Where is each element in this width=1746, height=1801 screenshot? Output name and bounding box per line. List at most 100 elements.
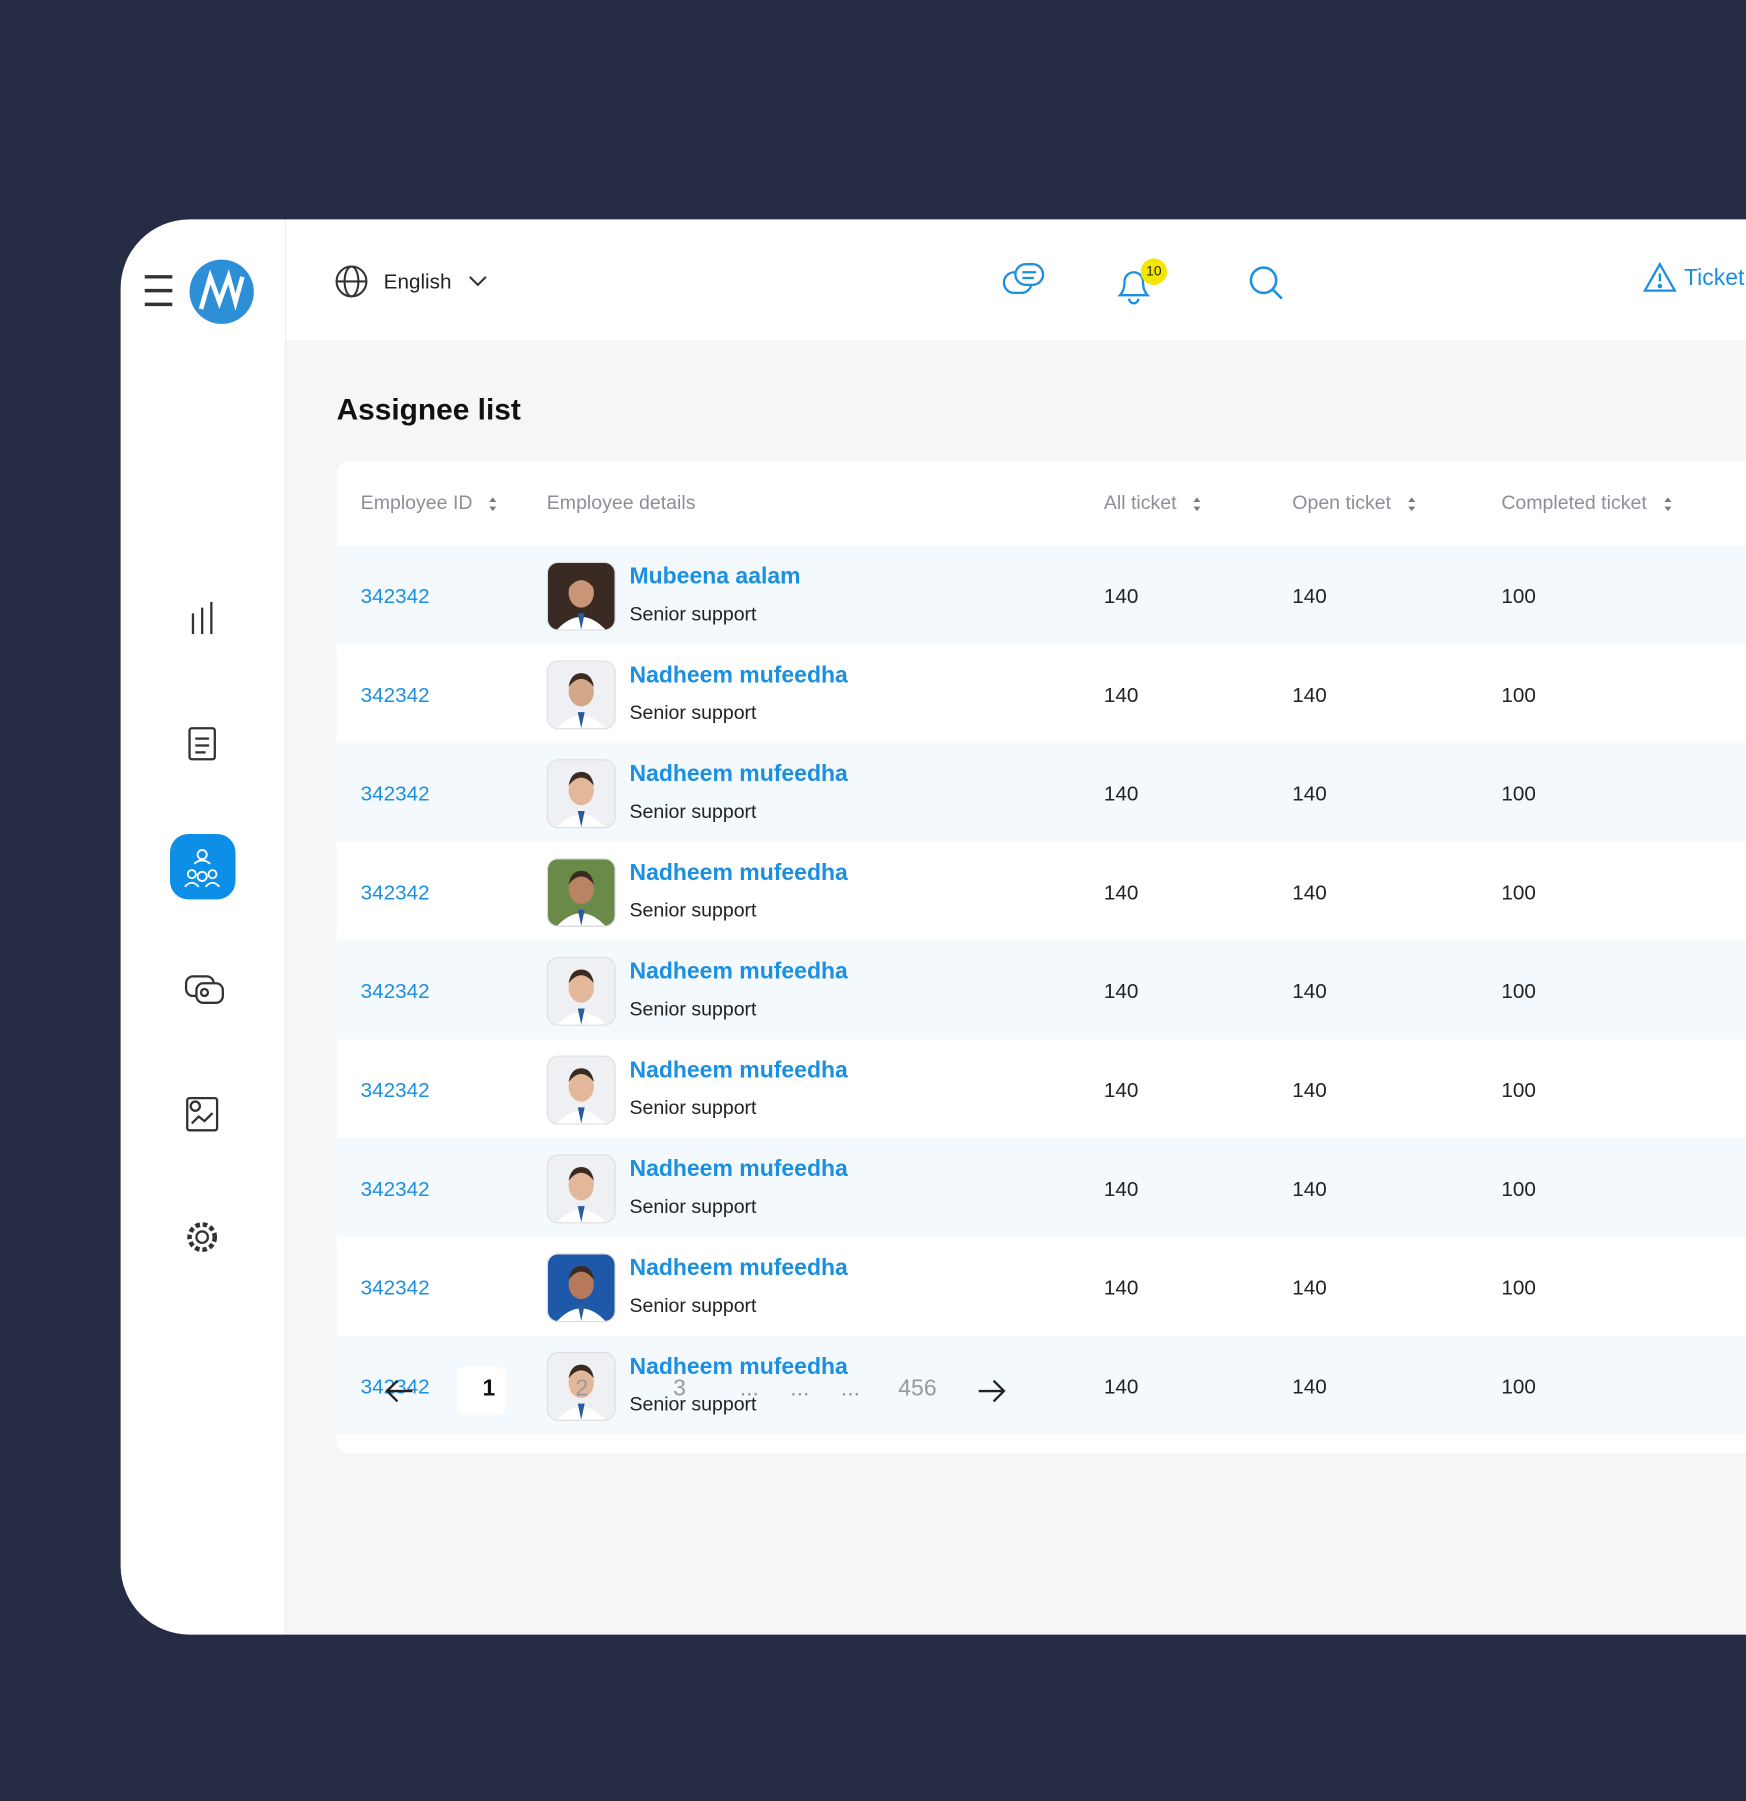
employee-name[interactable]: Nadheem mufeedha: [629, 1354, 848, 1380]
page-number[interactable]: 456: [898, 1376, 937, 1402]
employee-id[interactable]: 342342: [360, 881, 430, 905]
menu-button[interactable]: [144, 275, 173, 307]
nav-tickets[interactable]: [188, 727, 216, 761]
search-icon[interactable]: [1246, 263, 1287, 304]
avatar: [546, 1055, 616, 1125]
sort-icon[interactable]: [1663, 496, 1672, 512]
completed-tickets: 100: [1501, 782, 1536, 806]
employee-role: Senior support: [629, 800, 757, 823]
employee-id[interactable]: 342342: [360, 1078, 430, 1102]
nav-settings[interactable]: [187, 1222, 218, 1253]
employee-role: Senior support: [629, 1096, 757, 1119]
open-tickets: 140: [1292, 584, 1327, 608]
table-row[interactable]: 342342 Nadheem mufeedha Senior support 140 1…: [336, 743, 1746, 842]
employee-name[interactable]: Nadheem mufeedha: [629, 959, 848, 985]
table-row[interactable]: 342342 Nadheem mufeedha Senior support 140 1…: [336, 1039, 1746, 1139]
sort-icon[interactable]: [1192, 496, 1201, 512]
open-tickets: 140: [1292, 979, 1327, 1003]
avatar: [546, 759, 616, 829]
pagination: 1 2 3......... 456: [286, 340, 1746, 1489]
all-tickets: 140: [1103, 1276, 1139, 1300]
employee-id[interactable]: 342342: [360, 584, 430, 608]
employee-id[interactable]: 342342: [360, 1177, 430, 1201]
top-bar: English 10 Ticket: [286, 219, 1746, 340]
employee-id[interactable]: 342342: [360, 683, 430, 707]
employee-id[interactable]: 342342: [360, 1276, 430, 1300]
employee-id[interactable]: 342342: [360, 979, 430, 1003]
column-header[interactable]: Completed ticket: [1501, 491, 1647, 514]
page-number[interactable]: 3: [673, 1376, 686, 1402]
open-tickets: 140: [1292, 1374, 1327, 1398]
all-tickets: 140: [1103, 584, 1139, 608]
employee-role: Senior support: [629, 1195, 757, 1218]
all-tickets: 140: [1103, 881, 1139, 905]
globe-icon: [335, 265, 368, 298]
logo: [189, 259, 254, 324]
employee-name[interactable]: Nadheem mufeedha: [629, 662, 848, 689]
notification-icon[interactable]: [1111, 261, 1157, 307]
column-header[interactable]: All ticket: [1103, 491, 1177, 514]
employee-name[interactable]: Mubeena aalam: [629, 564, 801, 590]
current-page-box[interactable]: [457, 1366, 506, 1416]
completed-tickets: 100: [1501, 584, 1536, 608]
open-tickets: 140: [1292, 1276, 1327, 1300]
page-number[interactable]: 2: [575, 1376, 589, 1402]
column-header[interactable]: Employee ID: [360, 491, 473, 514]
column-header[interactable]: Open ticket: [1292, 491, 1392, 514]
employee-name[interactable]: Nadheem mufeedha: [629, 1156, 848, 1182]
nav-reports[interactable]: [186, 1096, 219, 1132]
table-row[interactable]: 342342 Mubeena aalam Senior support 140 140 1…: [336, 545, 1746, 645]
employee-role: Senior support: [629, 701, 757, 724]
employee-role: Senior support: [629, 1393, 757, 1416]
completed-tickets: 100: [1501, 979, 1536, 1003]
employee-name[interactable]: Nadheem mufeedha: [629, 1255, 848, 1281]
avatar: [546, 1253, 616, 1323]
dropdown-arrow[interactable]: [468, 275, 489, 289]
nav-assignees[interactable]: [170, 833, 236, 900]
page-number[interactable]: ...: [840, 1376, 860, 1402]
language-selector[interactable]: English: [383, 269, 452, 293]
open-tickets: 140: [1292, 881, 1327, 905]
all-tickets: 140: [1103, 683, 1139, 707]
open-tickets: 140: [1292, 1177, 1327, 1201]
page-number[interactable]: 1: [482, 1376, 496, 1402]
table-row[interactable]: 342342 Nadheem mufeedha Senior support 140 1…: [336, 1138, 1746, 1238]
warning-icon: [1642, 261, 1677, 292]
ticket-label: Ticket: [1683, 265, 1745, 291]
page-number[interactable]: ...: [790, 1376, 810, 1402]
all-tickets: 140: [1103, 1374, 1139, 1398]
assignee-table: Employee ID Employee details All ticket Ope…: [336, 461, 1746, 1454]
employee-id[interactable]: 342342: [360, 1374, 430, 1398]
table-row[interactable]: 342342 Nadheem mufeedha Senior support 140 1…: [336, 1237, 1746, 1336]
employee-id[interactable]: 342342: [360, 782, 430, 806]
messages-icon[interactable]: [1002, 261, 1048, 302]
all-tickets: 140: [1103, 1078, 1139, 1102]
sidebar: [121, 219, 287, 1635]
sort-icon[interactable]: [1407, 496, 1416, 512]
page-number[interactable]: ...: [739, 1376, 759, 1402]
table-row[interactable]: 342342 Nadheem mufeedha Senior support 140 1…: [336, 1335, 1746, 1435]
column-header: Employee details: [546, 491, 696, 514]
employee-name[interactable]: Nadheem mufeedha: [629, 1057, 848, 1084]
open-tickets: 140: [1292, 683, 1327, 707]
open-tickets: 140: [1292, 782, 1327, 806]
employee-name[interactable]: Nadheem mufeedha: [629, 761, 848, 787]
employee-role: Senior support: [629, 899, 757, 922]
employee-name[interactable]: Nadheem mufeedha: [629, 860, 848, 886]
app-window: English 10 Ticket Assignee list Employee…: [120, 219, 1746, 1635]
avatar: [546, 660, 616, 730]
previous-page[interactable]: [385, 1378, 415, 1403]
page-title: Assignee list: [336, 391, 521, 427]
nav-dashboard[interactable]: [191, 601, 213, 635]
employee-role: Senior support: [629, 603, 757, 625]
employee-role: Senior support: [629, 1294, 757, 1317]
table-row[interactable]: 342342 Nadheem mufeedha Senior support 140 1…: [336, 644, 1746, 744]
nav-chat[interactable]: [184, 975, 224, 1004]
table-header: Employee ID Employee details All ticket Ope…: [337, 462, 1746, 546]
next-page[interactable]: [976, 1378, 1006, 1403]
table-row[interactable]: 342342 Nadheem mufeedha Senior support 140 1…: [336, 841, 1746, 941]
sort-icon[interactable]: [488, 496, 497, 512]
table-row[interactable]: 342342 Nadheem mufeedha Senior support 140 1…: [336, 940, 1746, 1040]
all-tickets: 140: [1103, 1177, 1139, 1201]
completed-tickets: 100: [1501, 1276, 1536, 1300]
